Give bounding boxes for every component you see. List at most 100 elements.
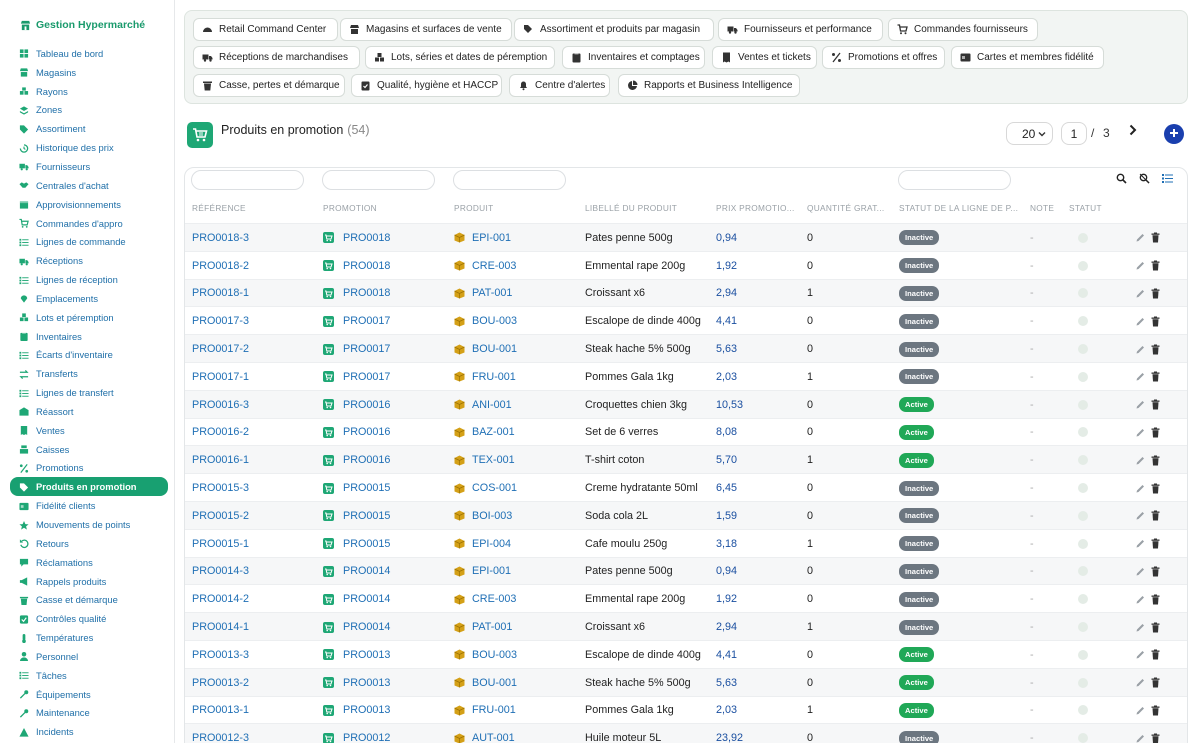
reference-link[interactable]: PRO0015-3 [192,482,250,495]
module-button[interactable]: Rapports et Business Intelligence [618,74,800,97]
table-row[interactable]: PRO0016-3 PRO0016 ANI-001 Croquettes chien … [185,389,1187,418]
delete-icon[interactable] [1150,733,1161,743]
table-row[interactable]: PRO0017-1 PRO0017 FRU-001 Pommes Gala 1kg 2,… [185,361,1187,390]
sidebar-item[interactable]: Réassort [10,402,168,421]
sidebar-item[interactable]: Mouvements de points [10,515,168,534]
header-produit[interactable]: Produit [454,203,494,213]
table-row[interactable]: PRO0013-2 PRO0013 BOU-001 Steak hache 5% 50… [185,667,1187,696]
module-button[interactable]: Magasins et surfaces de vente [340,18,512,41]
delete-icon[interactable] [1150,260,1161,271]
table-row[interactable]: PRO0014-2 PRO0014 CRE-003 Emmental rape 200… [185,584,1187,612]
module-button[interactable]: Retail Command Center [193,18,338,41]
product-link[interactable]: PAT-001 [472,287,513,300]
edit-icon[interactable] [1135,510,1146,521]
delete-icon[interactable] [1150,371,1161,382]
search-icon[interactable] [1116,173,1127,184]
sidebar-item[interactable]: Personnel [10,647,168,666]
module-button[interactable]: Promotions et offres [822,46,945,69]
sidebar-item[interactable]: Réceptions [10,251,168,270]
product-link[interactable]: BOI-003 [472,509,513,522]
sidebar-item[interactable]: Lignes de transfert [10,383,168,402]
edit-icon[interactable] [1135,260,1146,271]
header-prix[interactable]: Prix promotio... [716,203,795,213]
sidebar-item[interactable]: Maintenance [10,704,168,723]
table-row[interactable]: PRO0012-3 PRO0012 AUT-001 Huile moteur 5L 23… [185,723,1187,743]
sidebar-item[interactable]: Caisses [10,440,168,459]
table-row[interactable]: PRO0015-3 PRO0015 COS-001 Creme hydratante … [185,473,1187,501]
edit-icon[interactable] [1135,316,1146,327]
table-row[interactable]: PRO0017-3 PRO0017 BOU-003 Escalope de dinde… [185,306,1187,334]
promotion-link[interactable]: PRO0013 [343,704,391,717]
edit-icon[interactable] [1135,594,1146,605]
table-row[interactable]: PRO0013-3 PRO0013 BOU-003 Escalope de dinde… [185,639,1187,668]
module-button[interactable]: Réceptions de marchandises [193,46,360,69]
table-row[interactable]: PRO0016-1 PRO0016 TEX-001 T-shirt coton 5,70… [185,445,1187,474]
table-row[interactable]: PRO0017-2 PRO0017 BOU-001 Steak hache 5% 50… [185,334,1187,362]
product-link[interactable]: BOU-001 [472,676,518,689]
add-record-button[interactable] [1164,124,1184,144]
edit-icon[interactable] [1135,483,1146,494]
edit-icon[interactable] [1135,399,1146,410]
header-statut[interactable]: Statut [1069,203,1102,213]
module-button[interactable]: Centre d'alertes [509,74,610,97]
edit-icon[interactable] [1135,566,1146,577]
reference-link[interactable]: PRO0013-1 [192,704,250,717]
product-link[interactable]: BOU-003 [472,315,518,328]
product-link[interactable]: ANI-001 [472,398,512,411]
reference-link[interactable]: PRO0014-1 [192,621,250,634]
module-button[interactable]: Qualité, hygiène et HACCP [351,74,502,97]
promotion-link[interactable]: PRO0015 [343,537,391,550]
edit-icon[interactable] [1135,288,1146,299]
sidebar-item[interactable]: Emplacements [10,289,168,308]
product-link[interactable]: AUT-001 [472,732,515,743]
edit-icon[interactable] [1135,538,1146,549]
sidebar-item[interactable]: Zones [10,101,168,120]
delete-icon[interactable] [1150,677,1161,688]
product-link[interactable]: COS-001 [472,482,518,495]
delete-icon[interactable] [1150,427,1161,438]
sidebar-item[interactable]: Ventes [10,421,168,440]
promotion-link[interactable]: PRO0017 [343,370,391,383]
product-link[interactable]: EPI-001 [472,231,512,244]
reference-link[interactable]: PRO0016-2 [192,426,250,439]
sidebar-item[interactable]: Historique des prix [10,138,168,157]
promotion-link[interactable]: PRO0016 [343,454,391,467]
sidebar-item[interactable]: Retours [10,534,168,553]
reference-link[interactable]: PRO0018-3 [192,231,250,244]
edit-icon[interactable] [1135,705,1146,716]
reference-link[interactable]: PRO0016-3 [192,398,250,411]
table-row[interactable]: PRO0018-3 PRO0018 EPI-001 Pates penne 500g 0… [185,223,1187,251]
reference-link[interactable]: PRO0014-2 [192,593,250,606]
next-page-button[interactable] [1125,124,1141,140]
promotion-link[interactable]: PRO0017 [343,315,391,328]
reference-link[interactable]: PRO0017-1 [192,370,250,383]
sidebar-item[interactable]: Fournisseurs [10,157,168,176]
edit-icon[interactable] [1135,733,1146,743]
table-row[interactable]: PRO0015-2 PRO0015 BOI-003 Soda cola 2L 1,59 0… [185,500,1187,529]
promotion-link[interactable]: PRO0018 [343,231,391,244]
promotion-link[interactable]: PRO0017 [343,343,391,356]
reference-link[interactable]: PRO0015-1 [192,537,250,550]
delete-icon[interactable] [1150,705,1161,716]
module-button[interactable]: Ventes et tickets [712,46,817,69]
product-link[interactable]: CRE-003 [472,259,517,272]
product-link[interactable]: CRE-003 [472,593,517,606]
promotion-link[interactable]: PRO0016 [343,398,391,411]
delete-icon[interactable] [1150,316,1161,327]
module-button[interactable]: Commandes fournisseurs [888,18,1038,41]
sidebar-item[interactable]: Tableau de bord [10,44,168,63]
app-title[interactable]: Gestion Hypermarché [20,19,145,31]
table-row[interactable]: PRO0014-3 PRO0014 EPI-001 Pates penne 500g 0… [185,556,1187,585]
promotion-link[interactable]: PRO0014 [343,565,391,578]
product-link[interactable]: BOU-001 [472,343,518,356]
sidebar-item[interactable]: Réclamations [10,553,168,572]
filter-promotion-input[interactable] [322,170,435,190]
edit-icon[interactable] [1135,232,1146,243]
sidebar-item[interactable]: Lots et péremption [10,308,168,327]
reference-link[interactable]: PRO0018-2 [192,259,250,272]
sidebar-item[interactable]: Lignes de réception [10,270,168,289]
delete-icon[interactable] [1150,594,1161,605]
module-button[interactable]: Inventaires et comptages [562,46,705,69]
sidebar-item[interactable]: Tâches [10,666,168,685]
sidebar-item[interactable]: Produits en promotion [10,477,168,497]
